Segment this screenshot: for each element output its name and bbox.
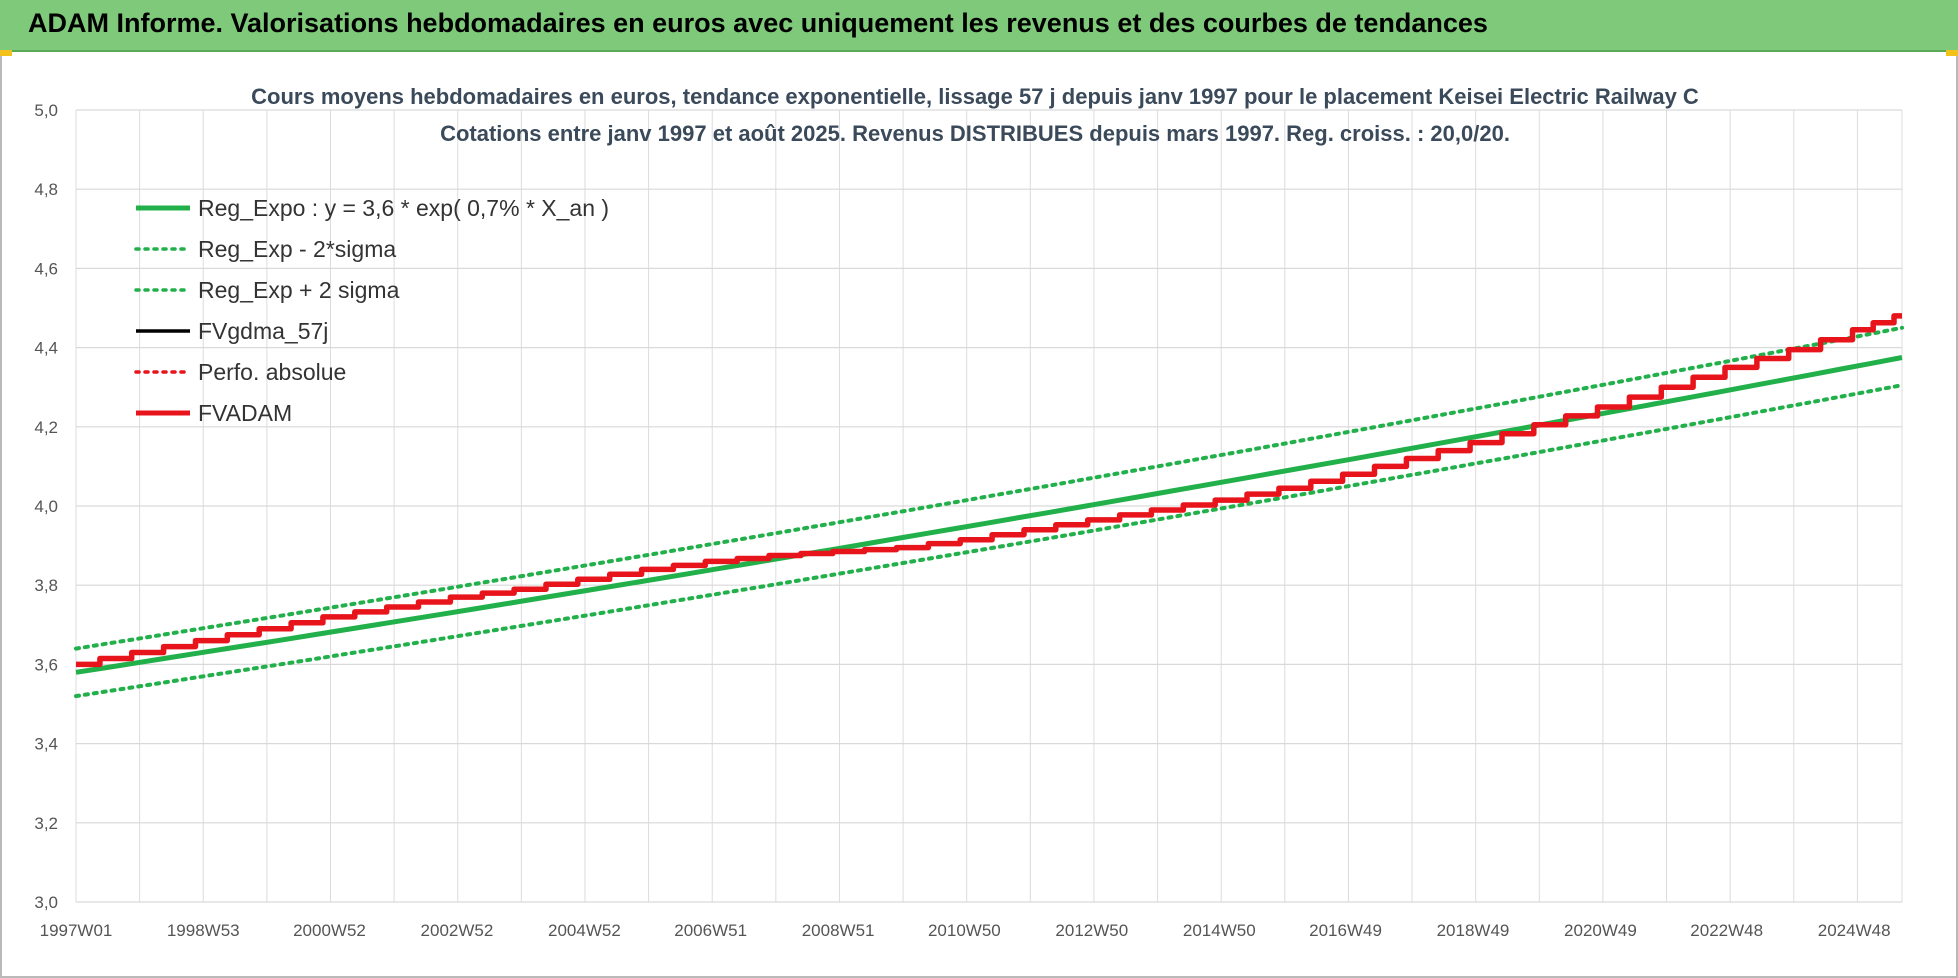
y-axis-ticks: 3,0 3,2 3,4 3,6 3,8 4,0 4,2 4,4 4,6 4,8 5,0 xyxy=(34,101,58,912)
x-tick-label: 2022W48 xyxy=(1690,921,1763,940)
x-tick-label: 2010W50 xyxy=(928,921,1001,940)
series-lines xyxy=(74,313,1904,699)
banner-title: ADAM Informe. Valorisations hebdomadaire… xyxy=(28,8,1488,38)
y-tick-label: 3,0 xyxy=(34,893,58,912)
corner-marker xyxy=(1946,50,1958,56)
legend-entry: Reg_Exp - 2*sigma xyxy=(198,236,396,262)
y-tick-label: 4,8 xyxy=(34,180,58,199)
x-axis-ticks: 1997W01 1998W53 2000W52 2002W52 2004W52 2006W… xyxy=(40,921,1891,940)
x-tick-label: 2004W52 xyxy=(548,921,621,940)
series-line-1 xyxy=(74,383,1904,699)
x-tick-label: 2024W48 xyxy=(1818,921,1891,940)
header-banner: ADAM Informe. Valorisations hebdomadaire… xyxy=(0,0,1958,52)
legend-entry: Reg_Expo : y = 3,6 * exp( 0,7% * X_an ) xyxy=(198,195,609,221)
y-tick-label: 4,0 xyxy=(34,497,58,516)
x-tick-label: 1998W53 xyxy=(167,921,240,940)
x-tick-label: 2000W52 xyxy=(293,921,366,940)
x-tick-label: 2012W50 xyxy=(1055,921,1128,940)
y-tick-label: 3,6 xyxy=(34,655,58,674)
y-tick-label: 5,0 xyxy=(34,101,58,120)
y-tick-label: 4,6 xyxy=(34,259,58,278)
x-tick-label: 2014W50 xyxy=(1183,921,1256,940)
legend-entry: FVgdma_57j xyxy=(198,318,328,344)
y-tick-label: 3,8 xyxy=(34,576,58,595)
series-line-2 xyxy=(74,325,1904,651)
legend-entry: Reg_Exp + 2 sigma xyxy=(198,277,400,303)
x-tick-label: 2002W52 xyxy=(421,921,494,940)
legend: Reg_Expo : y = 3,6 * exp( 0,7% * X_an ) R… xyxy=(134,195,609,426)
corner-marker xyxy=(0,50,12,56)
legend-entry: FVADAM xyxy=(198,400,292,426)
x-tick-label: 2008W51 xyxy=(802,921,875,940)
x-tick-label: 1997W01 xyxy=(40,921,113,940)
grid-lines xyxy=(75,109,1903,903)
y-tick-label: 3,2 xyxy=(34,814,58,833)
x-tick-label: 2006W51 xyxy=(674,921,747,940)
y-tick-label: 4,2 xyxy=(34,418,58,437)
x-tick-label: 2016W49 xyxy=(1309,921,1382,940)
y-tick-label: 4,4 xyxy=(34,339,58,358)
series-line-3 xyxy=(76,314,1902,666)
legend-entry: Perfo. absolue xyxy=(198,359,346,385)
x-tick-label: 2018W49 xyxy=(1437,921,1510,940)
x-tick-label: 2020W49 xyxy=(1564,921,1637,940)
chart-subtitle: Cotations entre janv 1997 et août 2025. … xyxy=(440,121,1510,146)
chart-title: Cours moyens hebdomadaires en euros, ten… xyxy=(251,84,1699,109)
series-line-5 xyxy=(76,313,1902,668)
y-tick-label: 3,4 xyxy=(34,735,58,754)
